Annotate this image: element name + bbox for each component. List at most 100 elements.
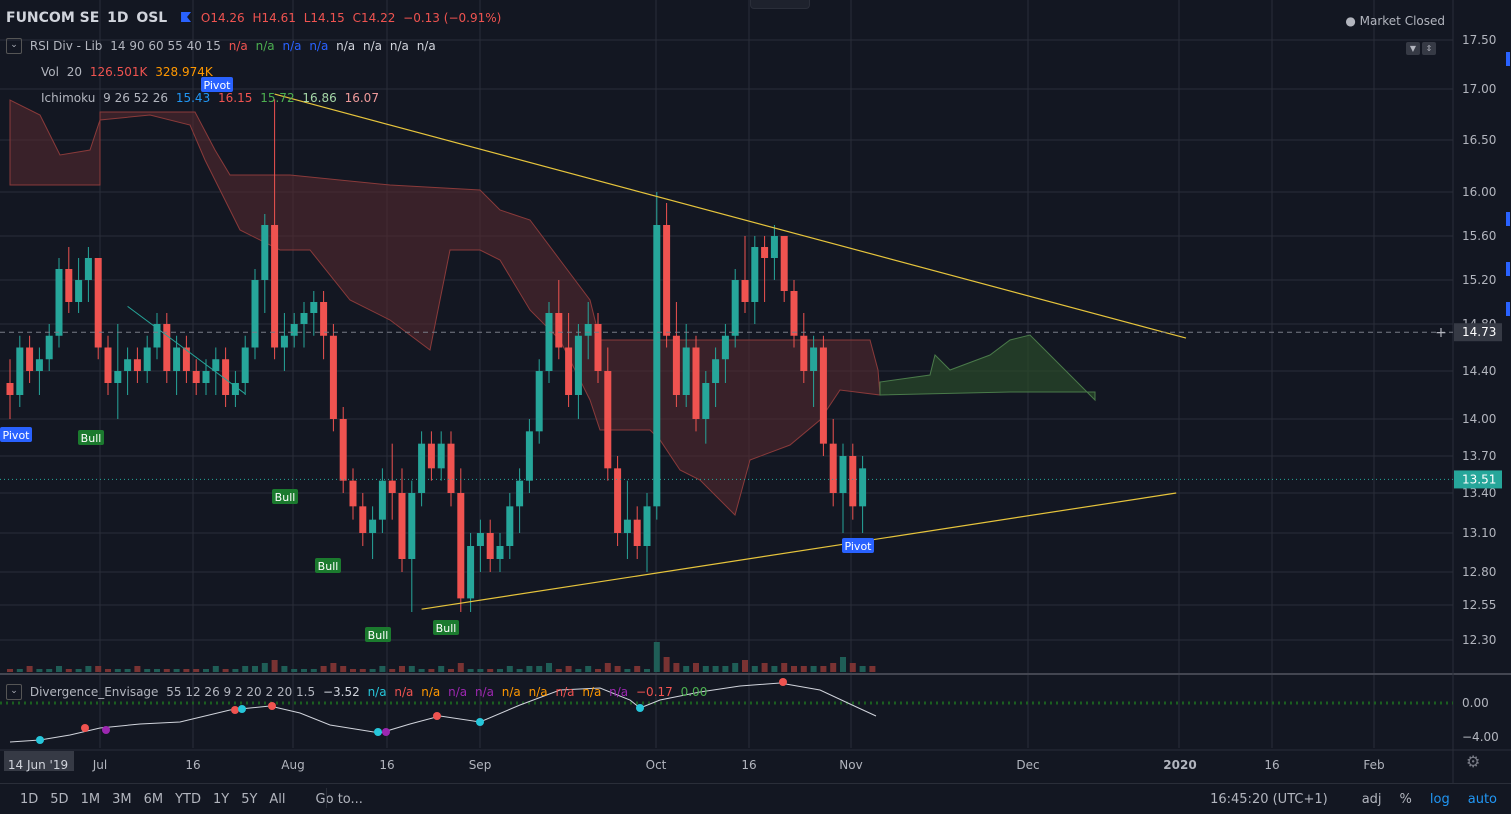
ohlc-close: C14.22	[352, 11, 396, 25]
time-cursor-tag	[4, 751, 74, 771]
osc-dot	[433, 712, 441, 720]
candle-body	[378, 480, 386, 520]
volume-bar	[585, 666, 592, 672]
marker-box	[201, 77, 233, 92]
price-tick-label: 15.60	[1462, 229, 1496, 243]
candle-body	[800, 335, 808, 371]
volume-bar	[781, 663, 788, 672]
volume-bar	[742, 660, 748, 672]
range-ytd[interactable]: YTD	[175, 791, 201, 807]
market-status: ● Market Closed	[1345, 14, 1445, 28]
range-5y[interactable]: 5Y	[241, 791, 258, 807]
candle-body	[173, 347, 181, 371]
range-1d[interactable]: 1D	[20, 791, 39, 807]
volume-bar	[487, 669, 494, 672]
volume-bar	[683, 666, 690, 672]
marker-box	[842, 538, 874, 553]
ichimoku-params: 9 26 52 26	[103, 91, 169, 105]
candle-body	[859, 468, 867, 507]
divergence-legend[interactable]: ⌄ Divergence_Envisage 55 12 26 9 2 20 2 …	[6, 684, 711, 700]
osc-tick-label: −4.00	[1462, 730, 1499, 744]
candle-body	[692, 347, 700, 419]
toolbar-divider	[326, 788, 327, 808]
volume-bar	[134, 666, 141, 672]
range-5d[interactable]: 5D	[50, 791, 69, 807]
interval: 1D	[107, 10, 129, 26]
time-tick-label: 16	[1264, 758, 1279, 772]
range-all[interactable]: All	[269, 791, 286, 807]
range-1y[interactable]: 1Y	[212, 791, 230, 807]
ichimoku-cloud-bull	[879, 334, 1096, 402]
candle-body	[75, 280, 83, 302]
ohlc-open: O14.26	[200, 11, 245, 25]
flag-icon[interactable]	[181, 12, 192, 22]
volume-bar	[183, 669, 190, 672]
top-dropdown-handle[interactable]	[750, 0, 810, 9]
candle-body	[506, 506, 514, 546]
volume-bar	[85, 666, 92, 672]
volume-bar	[644, 669, 650, 672]
volume-bar	[448, 669, 454, 672]
candle-body	[300, 313, 308, 324]
time-tick-label: Oct	[646, 758, 667, 772]
range-6m[interactable]: 6M	[143, 791, 164, 807]
marker-box	[315, 558, 341, 573]
volume-bar	[369, 669, 376, 672]
candle-body	[819, 347, 827, 444]
volume-bar	[350, 669, 356, 672]
rsi-value: n/a	[255, 38, 275, 53]
div-value: n/a	[555, 684, 575, 699]
time-tick-label: 16	[741, 758, 756, 772]
time-tick-label: Aug	[281, 758, 304, 772]
volume-bar	[310, 669, 317, 672]
volume-bar	[389, 669, 396, 672]
volume-bar	[604, 663, 611, 672]
volume-bar	[516, 669, 523, 672]
candle-body	[623, 519, 631, 533]
volume-bar	[36, 669, 43, 672]
candle-body	[339, 419, 347, 481]
volume-bar	[536, 666, 543, 672]
volume-bar	[301, 669, 307, 672]
price-tick-label: 17.50	[1462, 33, 1496, 47]
volume-bar	[418, 669, 425, 672]
axis-edge-marker	[1506, 212, 1510, 226]
candle-body	[653, 225, 661, 507]
collapse-icon[interactable]: ⌄	[6, 684, 22, 700]
volume-bar	[438, 666, 445, 672]
vol-ma-value: 328.974K	[155, 65, 213, 79]
candle-body	[320, 302, 328, 336]
gear-icon[interactable]: ⚙	[1466, 752, 1481, 771]
candle-body	[457, 493, 465, 599]
volume-bar	[565, 666, 572, 672]
volume-bar	[203, 669, 209, 672]
time-tick-label: Feb	[1363, 758, 1384, 772]
osc-dot	[382, 728, 390, 736]
range-1m[interactable]: 1M	[80, 791, 101, 807]
candle-body	[525, 431, 533, 481]
candle-body	[6, 383, 14, 395]
log-toggle[interactable]: log	[1429, 791, 1450, 807]
axis-edge-marker	[1506, 52, 1510, 66]
candle-body	[447, 443, 455, 493]
auto-toggle[interactable]: auto	[1467, 791, 1497, 807]
candle-body	[849, 456, 857, 507]
collapse-icon[interactable]: ⌄	[6, 38, 22, 54]
rsi-legend[interactable]: ⌄ RSI Div - Lib 14 90 60 55 40 15 n/a n/…	[6, 38, 440, 54]
price-tick-label: 14.40	[1462, 364, 1496, 378]
range-3m[interactable]: 3M	[112, 791, 132, 807]
percent-toggle[interactable]: %	[1399, 791, 1412, 807]
candle-body	[133, 359, 141, 371]
adj-toggle[interactable]: adj	[1361, 791, 1382, 807]
candle-body	[143, 347, 151, 371]
vol-legend[interactable]: Vol 20 126.501K 328.974K	[41, 65, 217, 79]
chevron-down-icon[interactable]: ▼	[1406, 42, 1420, 55]
ichimoku-legend[interactable]: Ichimoku 9 26 52 26 15.43 16.15 15.72 16…	[41, 91, 383, 105]
maximize-icon[interactable]: ⇕	[1422, 42, 1436, 55]
vol-value: 126.501K	[89, 65, 148, 79]
candle-body	[437, 443, 445, 469]
clock[interactable]: 16:45:20 (UTC+1)	[1210, 791, 1328, 807]
marker-bull: Bull	[315, 558, 341, 573]
goto-button[interactable]: Go to...	[315, 791, 363, 807]
